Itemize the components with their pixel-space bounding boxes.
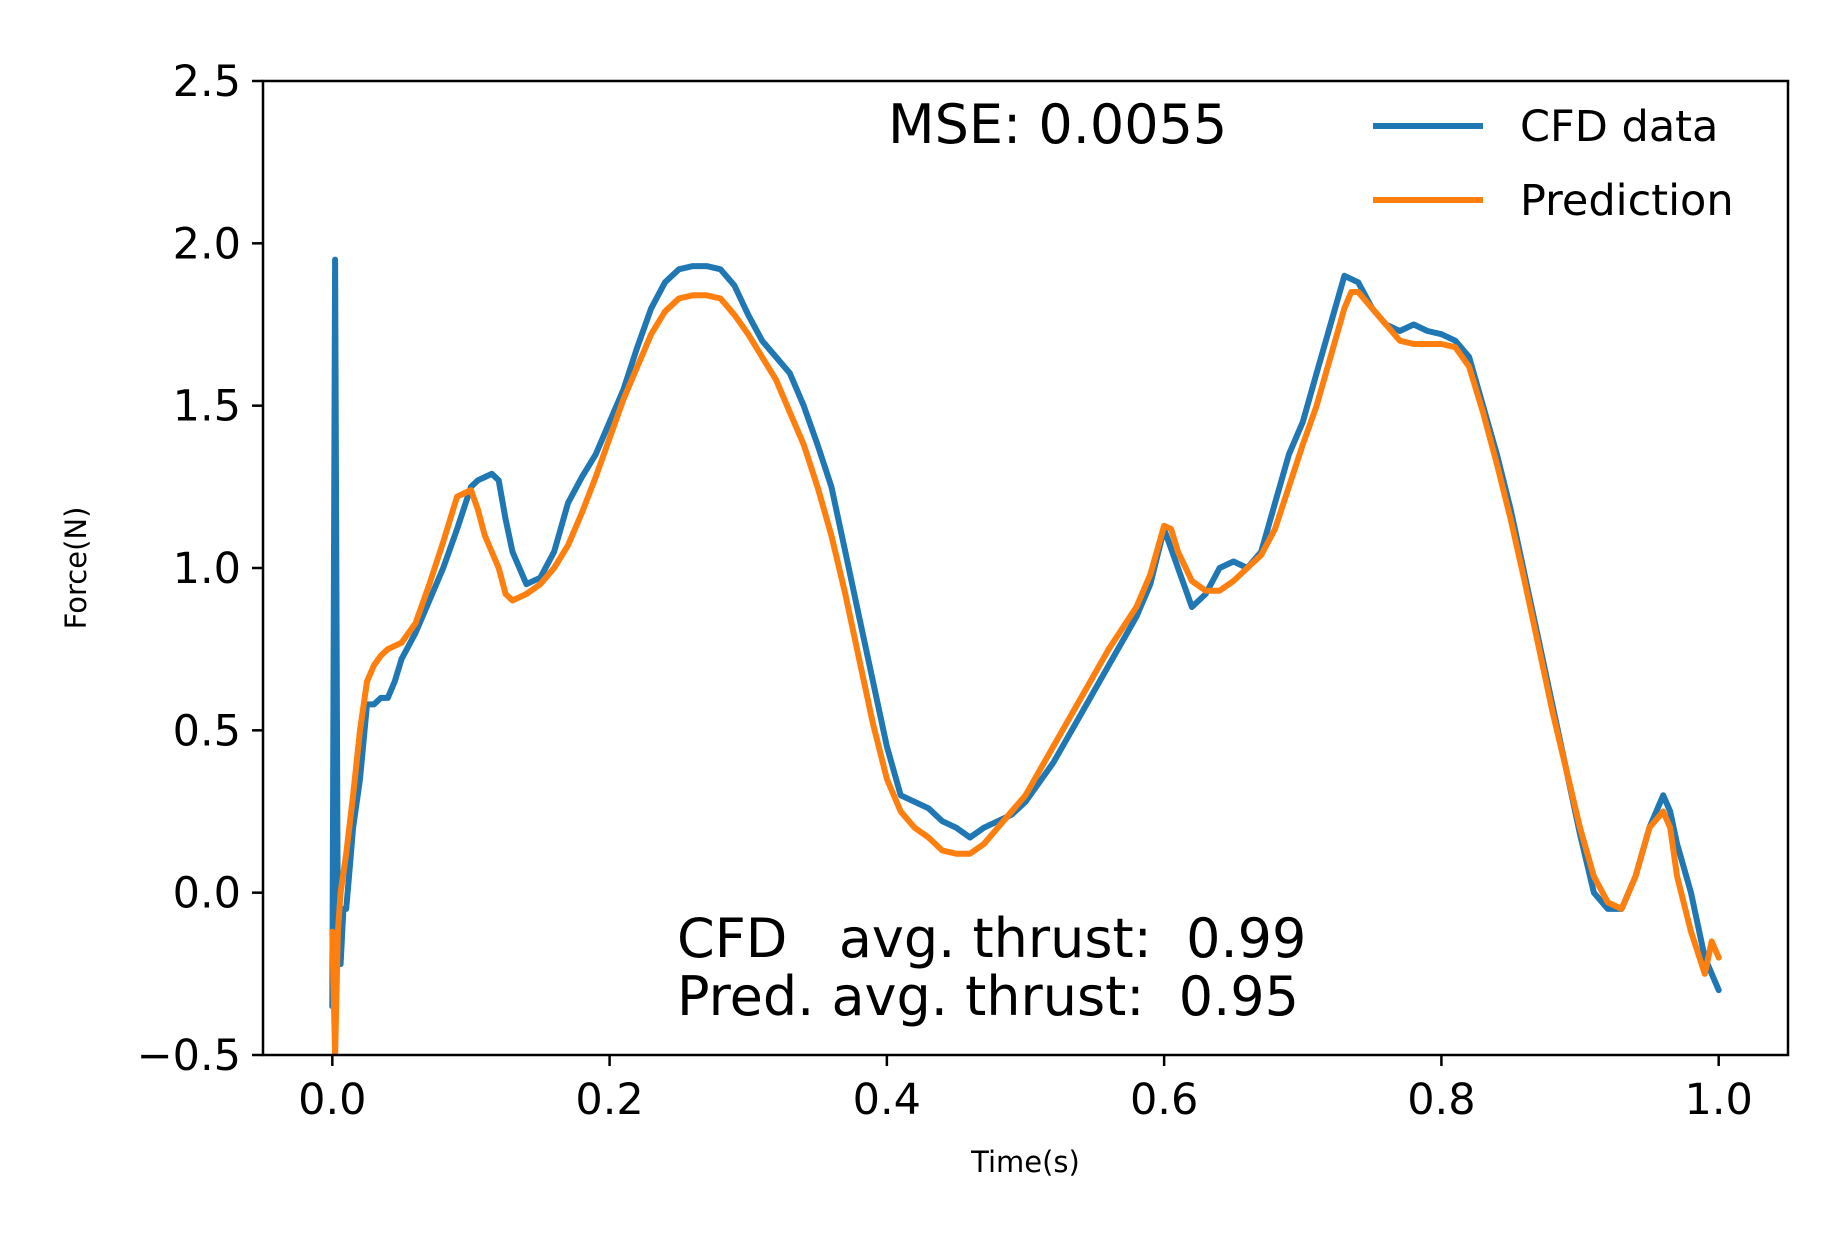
x-axis-ticks: 0.0 0.2 0.4 0.6 0.8 1.0 <box>298 1055 1753 1125</box>
legend: CFD data Prediction <box>1373 102 1734 226</box>
y-tick-label: 0.0 <box>173 869 241 919</box>
y-axis-ticks: −0.5 0.0 0.5 1.0 1.5 2.0 2.5 <box>137 57 263 1081</box>
mse-annotation: MSE: 0.0055 <box>888 93 1227 156</box>
series-line-prediction <box>329 289 1722 1055</box>
pred-avg-thrust-annotation: Pred. avg. thrust: 0.95 <box>677 965 1299 1028</box>
y-tick-label: 1.5 <box>173 382 241 432</box>
series-line-cfd-data <box>329 256 1722 1010</box>
x-tick-label: 0.8 <box>1407 1075 1475 1125</box>
cfd-avg-thrust-annotation: CFD avg. thrust: 0.99 <box>677 907 1306 970</box>
y-tick-label: 2.0 <box>173 219 241 269</box>
y-axis-label: Force(N) <box>59 507 93 630</box>
y-tick-label: 1.0 <box>173 544 241 594</box>
y-tick-label: −0.5 <box>137 1031 241 1081</box>
legend-label: CFD data <box>1520 102 1718 152</box>
x-tick-label: 0.6 <box>1130 1075 1198 1125</box>
x-tick-label: 0.0 <box>298 1075 366 1125</box>
x-tick-label: 0.4 <box>853 1075 921 1125</box>
x-axis-label: Time(s) <box>970 1145 1080 1179</box>
x-tick-label: 1.0 <box>1684 1075 1752 1125</box>
legend-label: Prediction <box>1520 176 1734 226</box>
x-tick-label: 0.2 <box>575 1075 643 1125</box>
series-layer <box>329 256 1722 1055</box>
y-tick-label: 2.5 <box>173 57 241 107</box>
y-tick-label: 0.5 <box>173 706 241 756</box>
